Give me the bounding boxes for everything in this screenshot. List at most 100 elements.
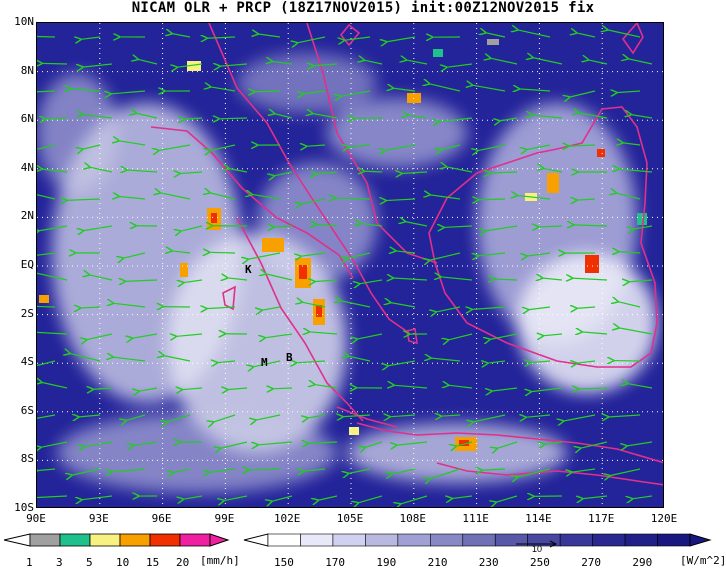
map-panel [36, 22, 664, 508]
wind-vector [133, 441, 158, 446]
wind-vector [316, 172, 338, 174]
wind-vector [308, 442, 338, 443]
wind-vector [82, 115, 113, 119]
wind-vector [126, 414, 146, 421]
wind-vector [487, 361, 506, 363]
wind-vector [478, 199, 506, 200]
wind-vector [532, 57, 563, 65]
wind-vector [111, 469, 146, 472]
wind-vector [303, 91, 326, 94]
coastlines [150, 23, 663, 486]
wind-vector [490, 58, 518, 65]
wind-vector [37, 305, 56, 308]
wind-vector [571, 468, 596, 472]
wind-vector [38, 225, 68, 231]
wind-vector [357, 333, 383, 339]
wind-vector [210, 87, 236, 92]
wind-vector [544, 442, 563, 444]
wind-vector [405, 221, 428, 227]
wind-vector [568, 145, 596, 146]
wind-vector [532, 115, 563, 118]
wind-vector [628, 280, 653, 282]
lat-tick-label: 10N [14, 15, 34, 28]
wind-vector [261, 306, 281, 310]
wind-vector [123, 252, 146, 258]
precip-colorbar-low-arrow [3, 533, 31, 547]
wind-vector [274, 171, 293, 176]
precip-colorbar-tick: 15 [146, 556, 160, 569]
wind-vector [581, 332, 608, 334]
wind-vector [37, 495, 68, 499]
wind-vector [576, 33, 596, 38]
wind-vector [45, 118, 68, 119]
wind-vector [118, 196, 146, 199]
colorbars: 10 [3, 533, 712, 554]
wind-vector [627, 383, 653, 389]
wind-vector [443, 226, 473, 227]
olr-colorbar-swatch [559, 533, 593, 547]
olr-colorbar-swatch [267, 533, 301, 547]
wind-vector [517, 30, 551, 38]
graticule [37, 23, 663, 507]
wind-vector [307, 414, 326, 418]
wind-vector [384, 144, 416, 151]
olr-colorbar-swatch [300, 533, 334, 547]
wind-vector [171, 251, 191, 253]
wind-vector [318, 495, 338, 500]
olr-colorbar-tick: 230 [478, 556, 499, 569]
wind-vector [66, 199, 101, 200]
wind-vector [89, 275, 113, 281]
wind-vector [254, 91, 281, 92]
olr-colorbar-tick: 190 [376, 556, 397, 569]
wind-vector [429, 84, 461, 92]
wind-vector [429, 252, 461, 260]
wind-vector [393, 385, 428, 388]
wind-vector [209, 252, 236, 253]
wind-vector [400, 495, 428, 504]
wind-vector [37, 194, 56, 200]
wind-vector [477, 144, 506, 151]
wind-vector [125, 280, 158, 281]
wind-vector [112, 357, 146, 362]
wind-vector [448, 385, 473, 388]
wind-vector [582, 496, 608, 499]
wind-vector [136, 113, 158, 119]
olr-colorbar-tick: 290 [632, 556, 653, 569]
wind-vector [314, 280, 338, 282]
wind-vector [435, 306, 461, 312]
lon-tick-label: 111E [462, 512, 489, 525]
lon-tick-label: 120E [650, 512, 678, 525]
wind-vector [395, 251, 416, 253]
wind-vector [37, 414, 56, 418]
precipitation-cells [39, 39, 647, 451]
wind-vector [82, 144, 101, 149]
wind-vector [229, 169, 248, 173]
wind-vector [448, 333, 473, 340]
wind-vector [348, 145, 371, 147]
wind-vector [472, 85, 506, 92]
wind-vector [69, 353, 101, 362]
wind-vector [37, 331, 68, 335]
wind-vector [631, 115, 653, 119]
wind-vector [627, 59, 653, 65]
wind-vector [364, 60, 383, 65]
wind-vector [360, 223, 383, 226]
wind-vector [209, 193, 236, 200]
wind-vector [340, 90, 371, 96]
wind-vector [37, 144, 56, 150]
wind-vector [113, 303, 146, 308]
wind-vector [578, 113, 608, 119]
olr-colorbar-low-arrow [243, 533, 269, 547]
lon-tick-label: 99E [214, 512, 235, 525]
lat-tick-label: 2S [20, 306, 34, 320]
wind-vector [340, 301, 371, 308]
wind-vector [296, 361, 326, 363]
olr-unit: [W/m^2] [680, 554, 726, 567]
wind-vector [344, 36, 371, 40]
wind-vector [530, 361, 551, 363]
wind-vector [563, 414, 596, 421]
wind-vector [306, 145, 326, 146]
lon-tick-label: 108E [399, 512, 427, 525]
precip-colorbar-tick: 3 [56, 556, 63, 569]
wind-vector [359, 279, 383, 284]
